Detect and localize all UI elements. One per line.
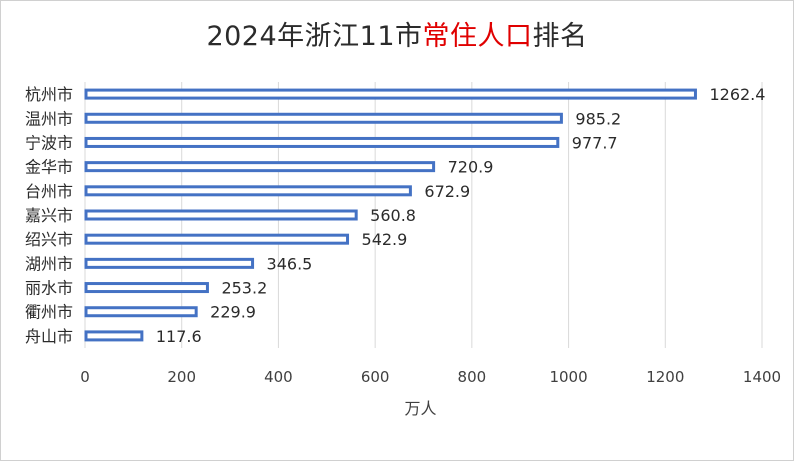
data-label: 720.9 — [448, 158, 494, 177]
category-label: 台州市 — [25, 182, 73, 201]
category-label: 舟山市 — [25, 327, 73, 346]
bar — [84, 161, 436, 173]
bar — [84, 257, 255, 269]
bars — [84, 88, 697, 342]
chart-title-suffix: 排名 — [532, 21, 588, 52]
category-label: 绍兴市 — [25, 230, 73, 249]
bar — [84, 136, 560, 148]
data-label: 117.6 — [156, 327, 202, 346]
bar — [84, 112, 563, 124]
x-axis-title: 万人 — [404, 399, 436, 418]
bar — [84, 88, 697, 100]
x-tick-label: 1000 — [549, 368, 587, 386]
category-label: 衢州市 — [25, 303, 73, 322]
chart-title-prefix: 2024年浙江11市 — [206, 21, 423, 52]
data-label: 985.2 — [575, 109, 621, 128]
bar — [84, 306, 198, 318]
category-label: 杭州市 — [25, 85, 73, 104]
x-tick-label: 1200 — [646, 368, 684, 386]
x-tick-labels: 0 200 400 600 800 1000 1200 1400 — [80, 368, 781, 386]
x-tick-label: 600 — [361, 368, 390, 386]
bar — [84, 185, 412, 197]
data-label: 346.5 — [267, 254, 313, 273]
bar — [84, 233, 350, 245]
data-label: 542.9 — [362, 230, 408, 249]
category-label: 嘉兴市 — [25, 206, 73, 225]
data-label: 977.7 — [572, 133, 618, 152]
x-tick-label: 1400 — [743, 368, 781, 386]
category-label: 宁波市 — [25, 133, 73, 152]
bar — [84, 209, 358, 221]
chart-title-highlight: 常住人口 — [422, 21, 533, 52]
data-labels: 1262.4 985.2 977.7 720.9 672.9 560.8 542.9 346.… — [156, 85, 766, 346]
category-label: 湖州市 — [25, 254, 73, 273]
category-label: 丽水市 — [25, 279, 73, 298]
chart-title: 2024年浙江11市常住人口排名 — [0, 14, 794, 53]
x-tick-label: 200 — [167, 368, 196, 386]
data-label: 560.8 — [370, 206, 416, 225]
x-tick-label: 800 — [458, 368, 487, 386]
data-label: 229.9 — [210, 303, 256, 322]
x-tick-label: 0 — [80, 368, 90, 386]
x-tick-label: 400 — [264, 368, 293, 386]
data-label: 253.2 — [221, 279, 267, 298]
category-label: 温州市 — [25, 109, 73, 128]
data-label: 1262.4 — [709, 85, 765, 104]
data-label: 672.9 — [424, 182, 470, 201]
bar — [84, 282, 209, 294]
category-label: 金华市 — [25, 158, 73, 177]
bar — [84, 330, 144, 342]
